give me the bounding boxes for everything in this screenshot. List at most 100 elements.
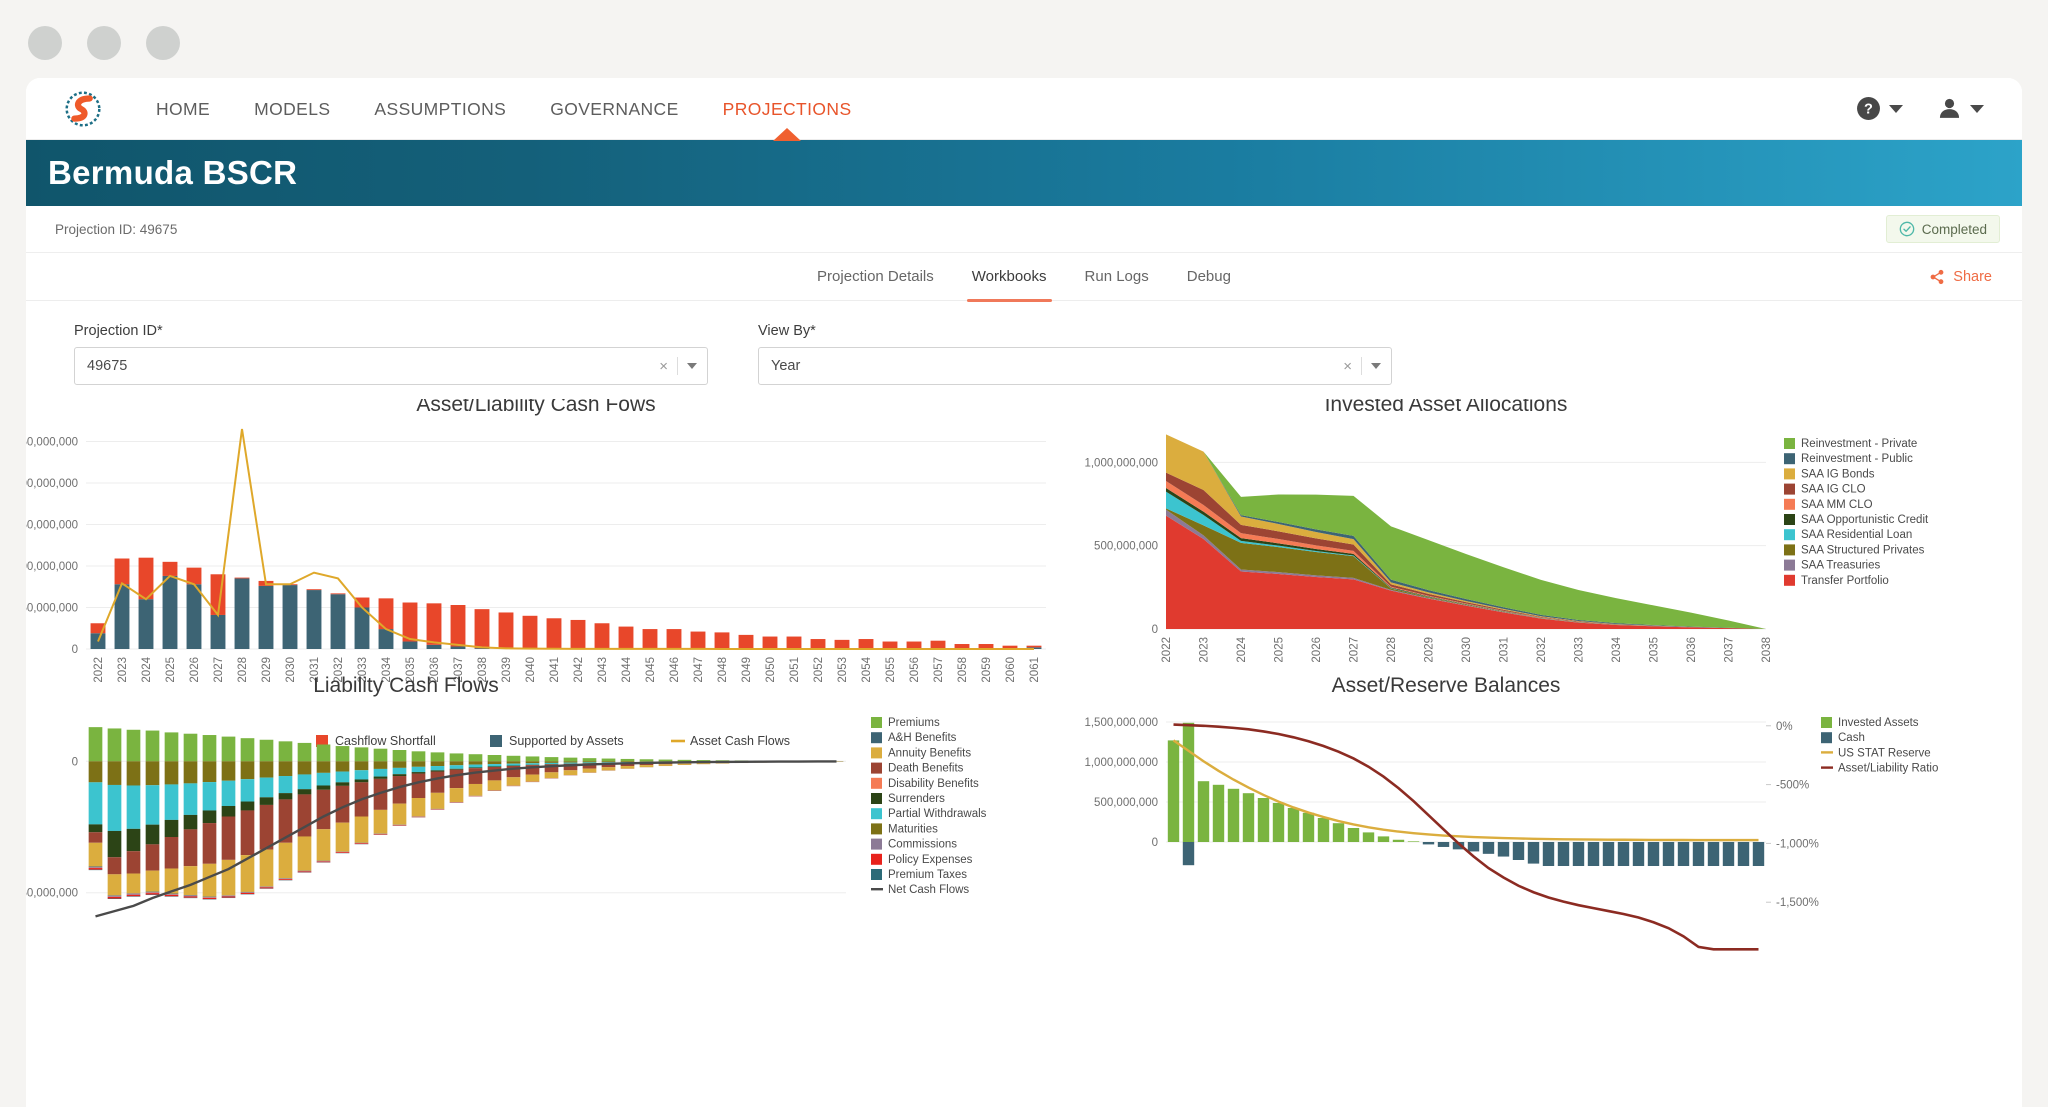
- nav-links: HOME MODELS ASSUMPTIONS GOVERNANCE PROJE…: [134, 78, 874, 141]
- x-tick-label: 2026: [189, 657, 201, 683]
- bar-premiums: [373, 748, 388, 762]
- bar-cashflow-shortfall: [354, 597, 370, 608]
- bar-partial-withdrawals: [411, 766, 426, 773]
- bar-commissions: [164, 894, 179, 895]
- y-tick-label: 0: [72, 756, 78, 768]
- bar-premiums: [221, 736, 236, 762]
- bar-cash: [1182, 842, 1195, 866]
- bar-death-benefits: [126, 851, 141, 874]
- bar-death-benefits: [164, 837, 179, 869]
- status-badge: Completed: [1885, 215, 2000, 243]
- help-menu-button[interactable]: ?: [1856, 96, 1903, 121]
- chevron-down-icon[interactable]: [687, 363, 697, 369]
- bar-cash: [1647, 842, 1660, 866]
- legend-label: Invested Assets: [1838, 717, 1919, 729]
- tab-run-logs[interactable]: Run Logs: [1084, 267, 1149, 285]
- nav-link-governance[interactable]: GOVERNANCE: [550, 98, 679, 119]
- bar-cash: [1452, 842, 1465, 850]
- legend-swatch: [1784, 559, 1795, 571]
- projection-id-row: Projection ID: 49675 Completed: [26, 206, 2022, 253]
- nav-link-models[interactable]: MODELS: [254, 98, 331, 119]
- bar-cashflow-shortfall: [666, 629, 682, 649]
- user-icon: [1939, 98, 1960, 118]
- legend-swatch: [871, 732, 882, 744]
- x-tick-label: 2032: [333, 657, 345, 683]
- invested-asset-allocations: Invested Asset Allocations 0 500,000,000 1,…: [1084, 393, 1929, 663]
- bar-surrenders: [487, 766, 502, 767]
- legend-label: Commissions: [888, 839, 957, 851]
- nav-link-projections[interactable]: PROJECTIONS: [701, 78, 874, 141]
- share-button[interactable]: Share: [1929, 269, 1992, 285]
- bar-premiums: [107, 728, 122, 762]
- nav-link-assumptions[interactable]: ASSUMPTIONS: [374, 98, 507, 119]
- minimize-button[interactable]: [87, 26, 121, 60]
- clear-icon[interactable]: ×: [1343, 357, 1352, 375]
- clear-icon[interactable]: ×: [659, 357, 668, 375]
- page-title: Bermuda BSCR: [48, 154, 298, 191]
- bar-surrenders: [278, 793, 293, 800]
- bar-partial-withdrawals: [335, 771, 350, 783]
- x-tick-label: 2038: [477, 657, 489, 683]
- bar-partial-withdrawals: [278, 776, 293, 794]
- bar-policy-expenses: [145, 893, 160, 895]
- legend-swatch: [1784, 438, 1795, 449]
- bar-cashflow-shortfall: [1002, 645, 1018, 649]
- legend-label: Reinvestment - Private: [1801, 438, 1917, 450]
- legend-label: Maturities: [888, 823, 938, 835]
- bar-cash: [1572, 842, 1585, 866]
- bar-invested-assets: [1407, 841, 1420, 842]
- bar-invested-assets: [1347, 828, 1360, 842]
- bar-a-h-benefits: [88, 866, 103, 867]
- top-navigation-bar: HOME MODELS ASSUMPTIONS GOVERNANCE PROJE…: [26, 78, 2022, 141]
- projection-id-select[interactable]: 49675 ×: [74, 347, 708, 385]
- asset-reserve-balances: Asset/Reserve Balances 0 500,000,000 1,000,…: [1084, 674, 1938, 951]
- projection-id-text: Projection ID: 49675: [55, 221, 178, 237]
- tab-debug[interactable]: Debug: [1186, 267, 1231, 285]
- company-logo-icon[interactable]: [60, 86, 106, 132]
- bar-maturities: [278, 761, 293, 777]
- bar-partial-withdrawals: [88, 782, 103, 825]
- bar-partial-withdrawals: [202, 782, 217, 811]
- bar-death-benefits: [563, 763, 578, 771]
- chevron-down-icon: [1970, 104, 1984, 113]
- bar-partial-withdrawals: [506, 763, 521, 766]
- bar-premiums: [259, 739, 274, 762]
- bar-cash: [1467, 842, 1480, 852]
- bar-invested-assets: [1392, 839, 1405, 842]
- bar-death-benefits: [525, 765, 540, 775]
- x-tick-label: 2048: [717, 657, 729, 683]
- x-tick-label: 2025: [165, 657, 177, 683]
- filter-view-by: View By* Year ×: [758, 323, 1392, 385]
- chart-title: Invested Asset Allocations: [1325, 399, 1568, 416]
- bar-maturities: [506, 761, 521, 764]
- user-menu-button[interactable]: [1937, 96, 1984, 121]
- bar-annuity-benefits: [582, 768, 597, 773]
- chevron-down-icon[interactable]: [1371, 363, 1381, 369]
- bar-death-benefits: [506, 765, 521, 778]
- bar-annuity-benefits: [411, 797, 426, 817]
- tab-workbooks[interactable]: Workbooks: [953, 253, 1066, 302]
- close-button[interactable]: [28, 26, 62, 60]
- maximize-button[interactable]: [146, 26, 180, 60]
- bar-supported-by-assets: [234, 578, 250, 649]
- bar-partial-withdrawals: [145, 785, 160, 825]
- bar-partial-withdrawals: [392, 767, 407, 775]
- bar-policy-expenses: [392, 825, 407, 826]
- tab-projection-details[interactable]: Projection Details: [817, 267, 934, 285]
- bar-policy-expenses: [335, 852, 350, 853]
- bar-cash: [1512, 842, 1525, 860]
- nav-link-home[interactable]: HOME: [156, 98, 211, 119]
- legend-label: Annuity Benefits: [888, 747, 971, 759]
- bar-partial-withdrawals: [297, 774, 312, 790]
- bar-premiums: [506, 755, 521, 762]
- bar-supported-by-assets: [378, 629, 394, 649]
- bar-supported-by-assets: [402, 641, 418, 649]
- window-traffic-lights: [28, 26, 180, 60]
- legend-label: SAA MM CLO: [1801, 499, 1873, 511]
- bar-partial-withdrawals: [582, 762, 597, 764]
- bar-annuity-benefits: [544, 772, 559, 779]
- bar-cashflow-shortfall: [402, 602, 418, 642]
- view-by-select[interactable]: Year ×: [758, 347, 1392, 385]
- x-tick-label: 2033: [357, 657, 369, 683]
- bar-cashflow-shortfall: [714, 632, 730, 649]
